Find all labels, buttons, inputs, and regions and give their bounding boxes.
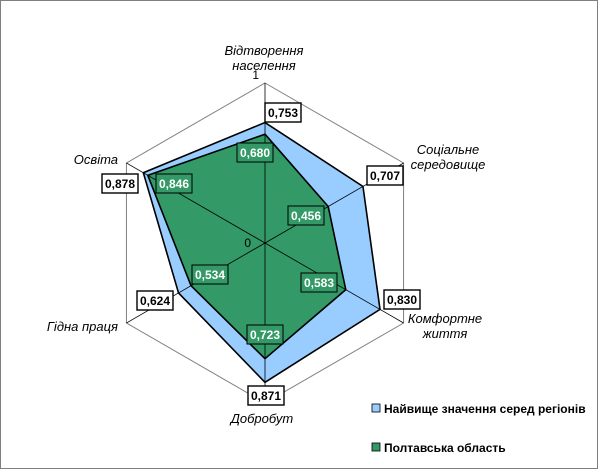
tick-label-max: 1 (252, 68, 259, 82)
svg-text:0,846: 0,846 (159, 177, 189, 191)
best-value-label-2: 0,707 (366, 165, 404, 186)
region-value-label-3: 0,583 (300, 272, 338, 293)
legend-item-2: Полтавська область (371, 441, 506, 455)
legend-swatch (371, 403, 381, 413)
svg-text:0,707: 0,707 (370, 169, 400, 183)
region-value-label-4: 0,723 (246, 324, 284, 345)
region-value-label-6: 0,846 (155, 173, 193, 194)
svg-text:0,624: 0,624 (140, 294, 170, 308)
legend-label: Найвище значення серед регіонів (384, 402, 586, 416)
best-value-label-5: 0,624 (136, 290, 174, 311)
svg-text:0,753: 0,753 (268, 106, 298, 120)
axis-spoke-6 (126, 162, 266, 244)
category-label-2: Соціальне середовище (411, 142, 486, 172)
svg-text:0,680: 0,680 (240, 146, 270, 160)
region-value-label-1: 0,680 (236, 142, 274, 163)
svg-text:0,583: 0,583 (304, 276, 334, 290)
svg-text:0,871: 0,871 (251, 389, 281, 403)
legend-swatch (371, 442, 381, 452)
category-label-5: Гідна праця (47, 319, 118, 334)
legend-item-1: Найвище значення серед регіонів (371, 402, 586, 416)
tick-label-min: 0 (244, 236, 251, 250)
category-label-4: Добробут (229, 411, 294, 426)
legend-label: Полтавська область (384, 441, 506, 455)
category-label-1: Відтворення населення (224, 43, 303, 73)
region-value-label-2: 0,456 (287, 205, 325, 226)
svg-text:0,456: 0,456 (291, 209, 321, 223)
svg-text:0,830: 0,830 (387, 293, 417, 307)
best-value-label-1: 0,753 (264, 102, 302, 123)
svg-text:0,878: 0,878 (105, 177, 135, 191)
category-label-6: Освіта (74, 152, 118, 167)
best-value-label-3: 0,830 (383, 289, 421, 310)
svg-text:0,723: 0,723 (250, 328, 280, 342)
category-label-3: Комфортне життя (408, 311, 482, 341)
svg-text:0,534: 0,534 (195, 268, 225, 282)
region-value-label-5: 0,534 (191, 264, 229, 285)
best-value-label-6: 0,878 (101, 173, 139, 194)
best-value-label-4: 0,871 (247, 385, 285, 406)
